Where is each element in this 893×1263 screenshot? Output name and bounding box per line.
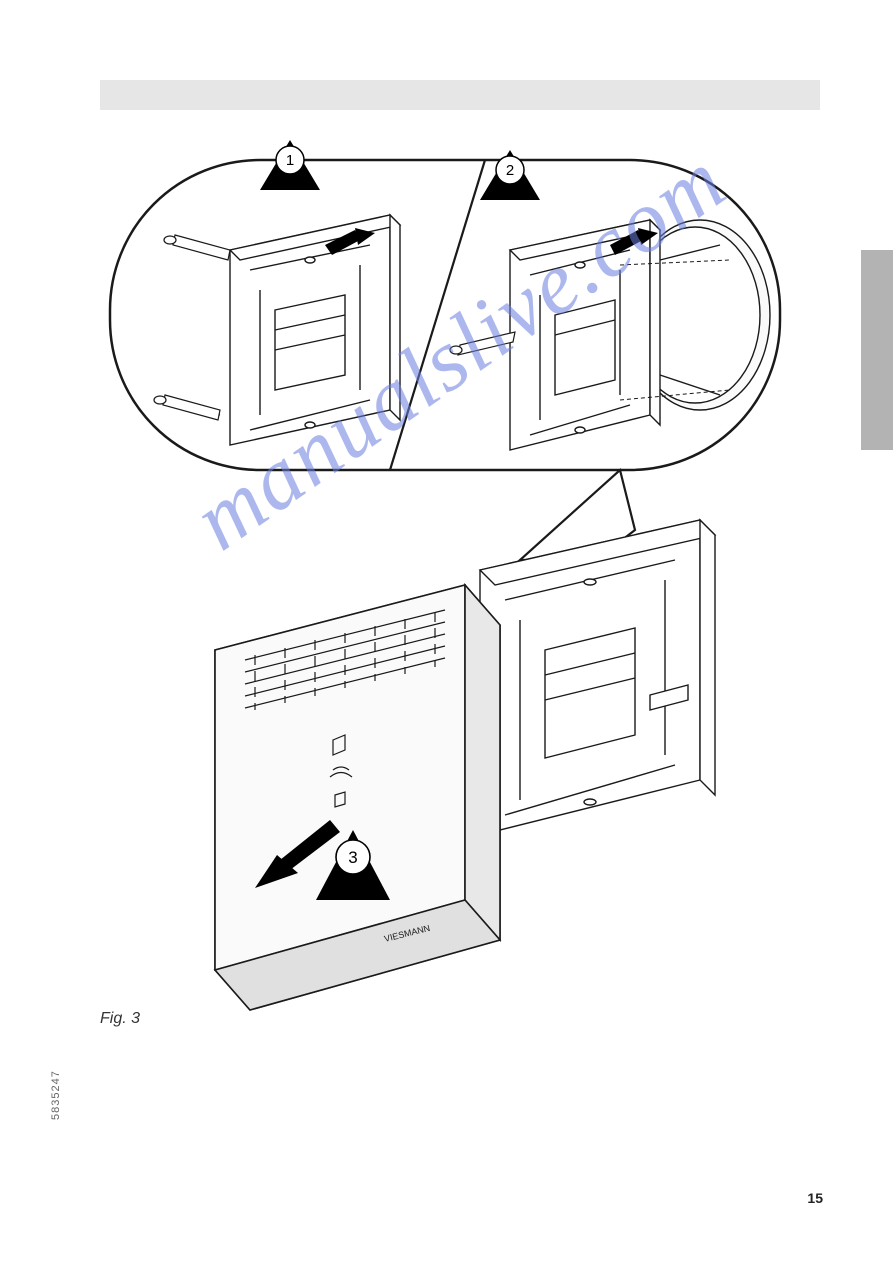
svg-text:3: 3 [348, 848, 357, 867]
doc-code: 5835247 [50, 1070, 62, 1120]
svg-text:2: 2 [506, 162, 514, 179]
page: VIESMANN 1 2 3 manualslive.com [0, 0, 893, 1263]
installation-diagram: VIESMANN 1 2 3 [90, 130, 810, 1030]
figure-label: Fig. 3 [100, 1010, 140, 1028]
side-tab [861, 250, 893, 450]
step-marker-1: 1 [260, 140, 320, 190]
header-band [100, 80, 820, 110]
page-number: 15 [807, 1190, 823, 1206]
svg-text:1: 1 [286, 152, 294, 169]
step-marker-2: 2 [480, 150, 540, 200]
